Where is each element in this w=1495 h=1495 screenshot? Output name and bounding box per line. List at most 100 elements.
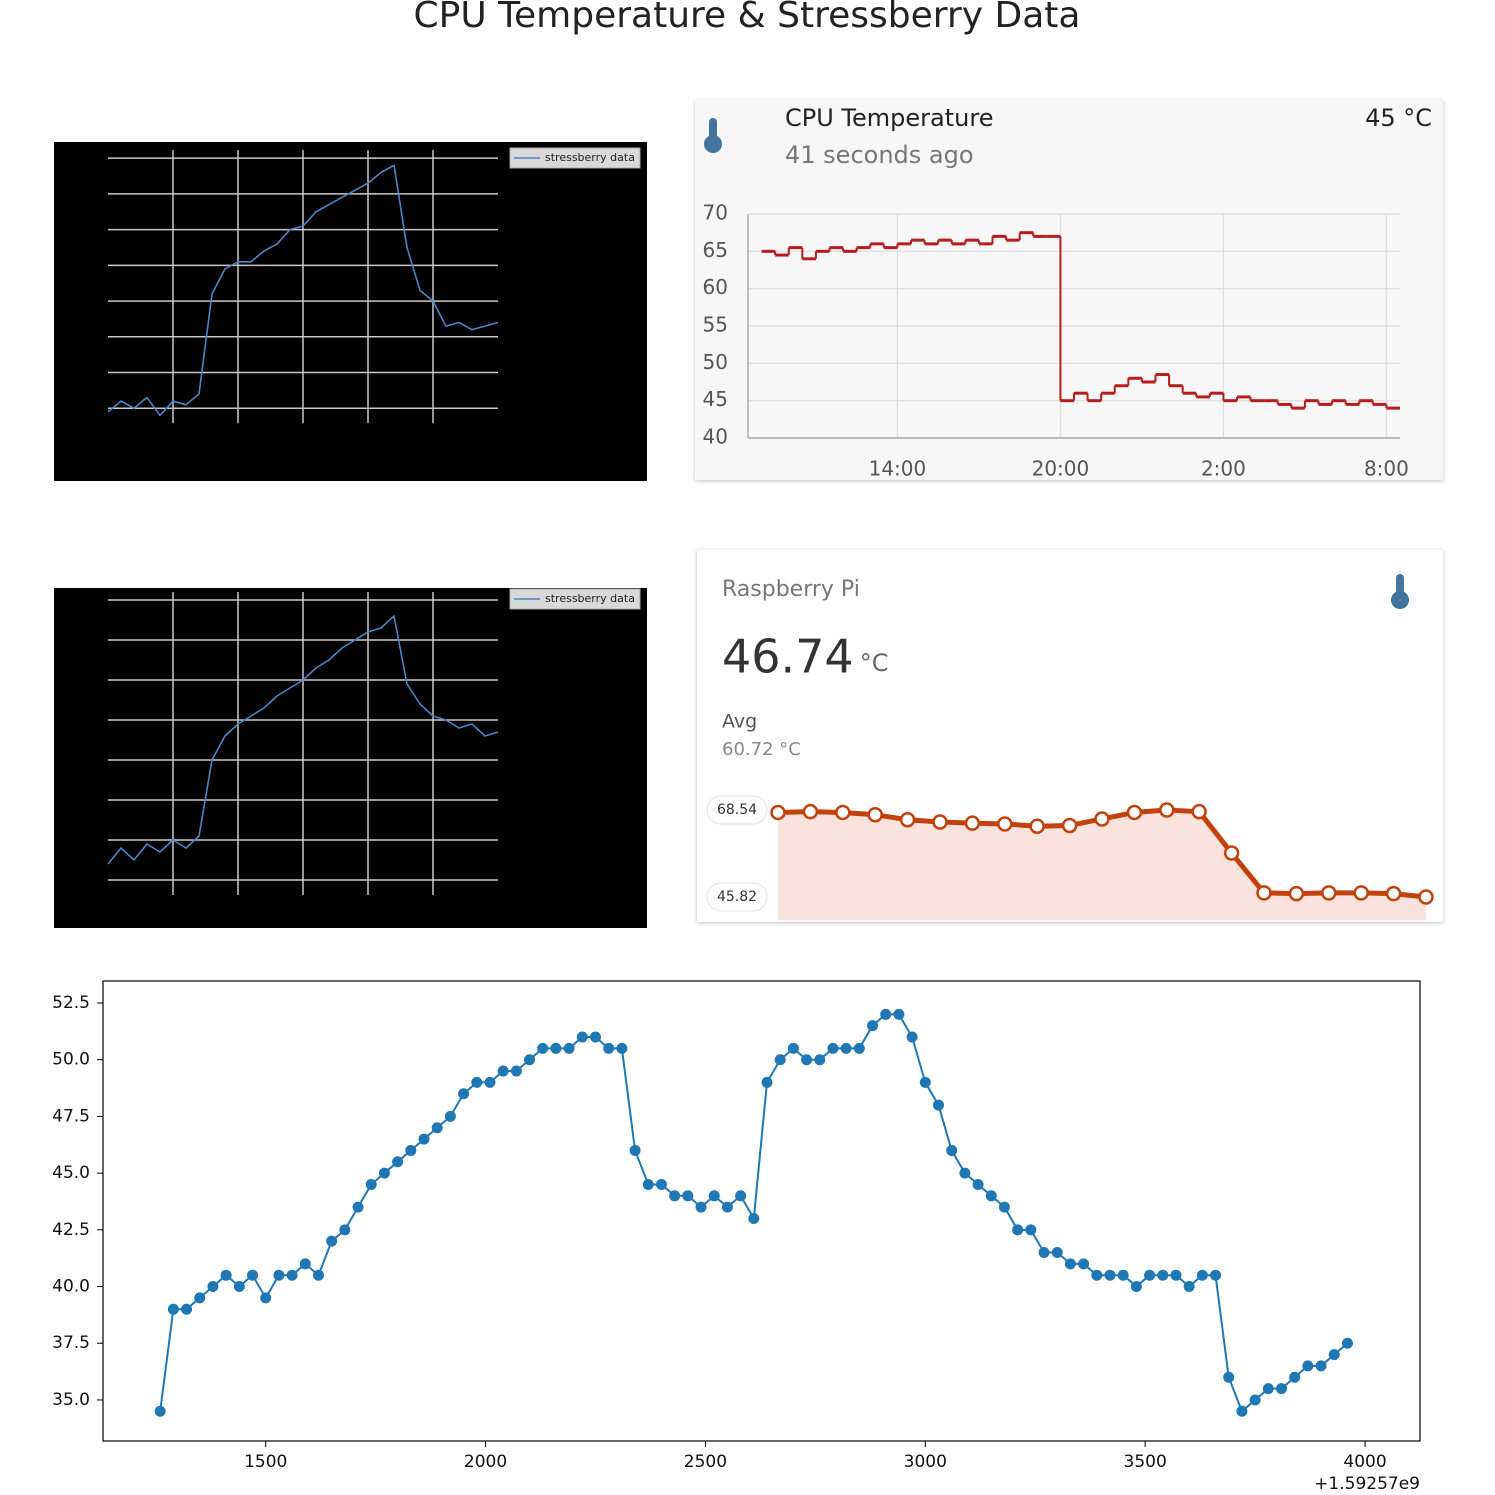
point bbox=[840, 1042, 852, 1054]
point bbox=[1341, 1337, 1353, 1349]
point bbox=[867, 1020, 879, 1032]
point bbox=[1012, 1224, 1024, 1236]
tick-pill bbox=[706, 882, 768, 912]
x-tick-label: 3000 bbox=[904, 1452, 947, 1472]
point bbox=[721, 1201, 733, 1213]
y-tick-label: 37.5 bbox=[52, 1333, 90, 1353]
point bbox=[458, 1088, 470, 1100]
y-tick-label: 35.0 bbox=[52, 1390, 90, 1410]
y-tick-label: 52.5 bbox=[52, 993, 90, 1013]
series-line bbox=[107, 164, 499, 417]
y-tick-label: 45 bbox=[703, 387, 728, 411]
point bbox=[761, 1076, 773, 1088]
point bbox=[405, 1144, 417, 1156]
card-subtitle: 41 seconds ago bbox=[785, 141, 974, 169]
y-tick-label: 40 bbox=[703, 425, 728, 449]
x-tick-label: 20:00 bbox=[1032, 457, 1090, 481]
card-title: CPU Temperature bbox=[785, 104, 993, 132]
point bbox=[1159, 802, 1175, 818]
point bbox=[1262, 1383, 1274, 1395]
point bbox=[603, 1042, 615, 1054]
point bbox=[286, 1269, 298, 1281]
point bbox=[932, 1099, 944, 1111]
x-tick-label: 14:00 bbox=[869, 457, 927, 481]
point bbox=[563, 1042, 575, 1054]
point bbox=[167, 1303, 179, 1315]
point bbox=[964, 815, 981, 831]
card-title: Raspberry Pi bbox=[722, 577, 860, 602]
point bbox=[1170, 1269, 1182, 1281]
point bbox=[1353, 885, 1369, 901]
point bbox=[510, 1065, 522, 1077]
point bbox=[708, 1190, 720, 1202]
point bbox=[431, 1122, 443, 1134]
point bbox=[787, 1042, 799, 1054]
x-tick-label: 1500 bbox=[244, 1452, 287, 1472]
legend-label: stressberry data bbox=[545, 151, 635, 164]
point bbox=[899, 811, 916, 828]
y-tick-label: 60 bbox=[703, 275, 728, 299]
point bbox=[1302, 1360, 1314, 1372]
card-unit: °C bbox=[860, 649, 889, 677]
point bbox=[1025, 1224, 1037, 1236]
point bbox=[1117, 1269, 1129, 1281]
point bbox=[1315, 1360, 1327, 1372]
point bbox=[312, 1269, 324, 1281]
point bbox=[1157, 1269, 1169, 1281]
point bbox=[735, 1190, 747, 1202]
point bbox=[629, 1144, 641, 1156]
point bbox=[774, 1054, 786, 1066]
point bbox=[1078, 1258, 1090, 1270]
series-line bbox=[107, 615, 499, 865]
point bbox=[1038, 1247, 1050, 1259]
point bbox=[273, 1269, 285, 1281]
point bbox=[748, 1212, 760, 1224]
y-tick-label: 50.0 bbox=[52, 1050, 90, 1070]
point bbox=[695, 1201, 707, 1213]
point bbox=[1210, 1269, 1222, 1281]
point bbox=[919, 1076, 931, 1088]
point bbox=[1183, 1281, 1195, 1293]
point bbox=[392, 1156, 404, 1168]
point bbox=[642, 1178, 654, 1190]
y-tick-label: 45.82 bbox=[717, 889, 757, 905]
chart-panel bbox=[54, 588, 647, 928]
point bbox=[233, 1281, 245, 1293]
x-offset-label: +1.59257e9 bbox=[1314, 1474, 1420, 1494]
point bbox=[1051, 1247, 1063, 1259]
point bbox=[299, 1258, 311, 1270]
x-tick-label: 2500 bbox=[684, 1452, 727, 1472]
y-tick-label: 68.54 bbox=[717, 802, 757, 818]
point bbox=[194, 1292, 206, 1304]
page-title: CPU Temperature & Stressberry Data bbox=[414, 0, 1081, 36]
point bbox=[418, 1133, 430, 1145]
x-tick-label: 2000 bbox=[464, 1452, 507, 1472]
y-tick-label: 42.5 bbox=[52, 1220, 90, 1240]
point bbox=[959, 1167, 971, 1179]
point bbox=[1236, 1405, 1248, 1417]
x-tick-label: 8:00 bbox=[1364, 457, 1409, 481]
point bbox=[1094, 811, 1110, 827]
point bbox=[801, 1054, 813, 1066]
point bbox=[1223, 1371, 1235, 1383]
y-tick-label: 70 bbox=[703, 201, 728, 225]
point bbox=[853, 1042, 865, 1054]
y-tick-label: 45.0 bbox=[52, 1163, 90, 1183]
y-tick-label: 50 bbox=[703, 350, 728, 374]
point bbox=[339, 1224, 351, 1236]
point bbox=[590, 1031, 602, 1043]
point bbox=[880, 1008, 892, 1020]
point bbox=[893, 1008, 905, 1020]
y-tick-label: 55 bbox=[703, 313, 728, 337]
point bbox=[1321, 885, 1337, 901]
point bbox=[972, 1178, 984, 1190]
point bbox=[1223, 845, 1240, 861]
point bbox=[1191, 803, 1207, 820]
point bbox=[181, 1303, 193, 1315]
point bbox=[1385, 885, 1402, 902]
point bbox=[497, 1065, 509, 1077]
avg-value: 60.72 °C bbox=[722, 739, 801, 760]
card-state: 46.74 bbox=[722, 630, 854, 684]
